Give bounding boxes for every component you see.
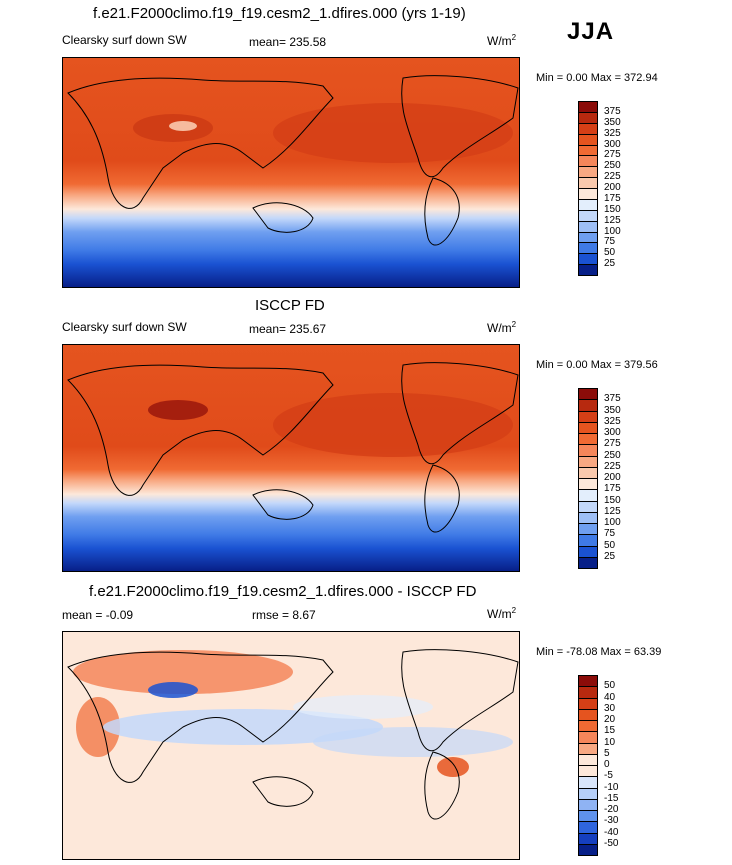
colorbar-swatch	[578, 264, 598, 276]
colorbar-tick-label: 125	[604, 214, 621, 226]
colorbar-tick-label: 150	[604, 203, 621, 215]
panel3-map	[62, 631, 520, 860]
colorbar-tick-label: -10	[604, 781, 619, 793]
colorbar-tick-label: 50	[604, 247, 616, 259]
colorbar-tick-label: 175	[604, 483, 621, 495]
colorbar-swatch	[578, 843, 598, 856]
panel3-title: f.e21.F2000climo.f19_f19.cesm2_1.dfires.…	[89, 583, 477, 600]
panel3-units: W/m2	[487, 606, 517, 621]
colorbar-tick-label: 25	[604, 550, 616, 562]
colorbar-tick-label: 250	[604, 160, 621, 172]
colorbar-tick-label: 275	[604, 149, 621, 161]
panel3-colorbar: 50 40 30 20 15 10 5 0 -5 -10 -15 -20 -30 -40 -50	[578, 675, 618, 856]
colorbar-tick-label: 150	[604, 494, 621, 506]
colorbar-tick-label: 100	[604, 517, 621, 528]
panel3-rmse-label: rmse = 8.67	[252, 608, 316, 622]
panel1-variable-label: Clearsky surf down SW	[62, 33, 187, 47]
colorbar-tick-label: 325	[604, 127, 621, 139]
colorbar-tick-label: 100	[604, 225, 621, 237]
panel2-variable-label: Clearsky surf down SW	[62, 320, 187, 334]
panel2-minmax: Min = 0.00 Max = 379.56	[536, 359, 658, 371]
panel3-coastlines	[67, 649, 519, 820]
colorbar-tick-label: 325	[604, 415, 621, 427]
colorbar-tick-label: 15	[604, 725, 616, 737]
panel3-minmax: Min = -78.08 Max = 63.39	[536, 646, 662, 658]
colorbar-tick-label: 75	[604, 236, 616, 248]
panel2-colorbar: 375 350 325 300 275 250 225 200 175 150 125 100 75 50…	[578, 388, 621, 569]
colorbar-tick-label: 10	[604, 736, 616, 748]
colorbar-tick-label: 300	[604, 427, 621, 438]
colorbar-tick-label: 200	[604, 182, 621, 193]
panel2-map	[62, 344, 520, 572]
colorbar-tick-label: 75	[604, 528, 616, 540]
colorbar-tick-label: -20	[604, 804, 619, 815]
colorbar-tick-label: 200	[604, 472, 621, 483]
colorbar-tick-label: 175	[604, 192, 621, 204]
panel3-mean-label: mean = -0.09	[62, 608, 134, 622]
colorbar-tick-label: 50	[604, 539, 616, 551]
panel2-coastlines	[67, 362, 519, 533]
panel2-map-svg	[63, 345, 519, 571]
panel1-map	[62, 57, 520, 288]
colorbar-tick-label: 350	[604, 116, 621, 128]
colorbar-tick-label: 375	[604, 105, 621, 117]
colorbar-tick-label: 40	[604, 691, 616, 703]
colorbar-tick-label: -50	[604, 837, 619, 849]
panel2-title: ISCCP FD	[255, 297, 325, 314]
colorbar-tick-label: 50	[604, 680, 616, 692]
colorbar-tick-label: 30	[604, 702, 616, 714]
panel1-colorbar: 375 350 325 300 275 250 225 200 175 150 125 100 75 50…	[578, 101, 621, 276]
colorbar-tick-label: -15	[604, 792, 619, 804]
colorbar-tick-label: 350	[604, 404, 621, 416]
panel1-units: W/m2	[487, 33, 517, 48]
panel1-minmax: Min = 0.00 Max = 372.94	[536, 72, 658, 84]
colorbar-tick-label: 20	[604, 714, 616, 725]
colorbar-tick-label: -5	[604, 770, 613, 782]
colorbar-tick-label: -30	[604, 815, 619, 827]
colorbar-swatch	[578, 556, 598, 569]
colorbar-tick-label: 5	[604, 747, 610, 759]
colorbar-tick-label: 25	[604, 258, 616, 270]
colorbar-tick-label: 125	[604, 505, 621, 517]
panel1-mean-label: mean= 235.58	[249, 35, 327, 49]
colorbar-tick-label: -40	[604, 826, 619, 838]
panel3-map-svg	[63, 632, 519, 859]
panel2-mean-label: mean= 235.67	[249, 322, 327, 336]
panel2-units: W/m2	[487, 320, 517, 335]
colorbar-tick-label: 275	[604, 438, 621, 450]
colorbar-tick-label: 250	[604, 449, 621, 461]
panel1-title: f.e21.F2000climo.f19_f19.cesm2_1.dfires.…	[93, 5, 466, 22]
panel1-coastlines	[67, 75, 519, 246]
colorbar-tick-label: 225	[604, 460, 621, 472]
colorbar-tick-label: 300	[604, 138, 621, 150]
colorbar-tick-label: 375	[604, 393, 621, 405]
colorbar-tick-label: 0	[604, 759, 610, 770]
colorbar-tick-label: 225	[604, 171, 621, 183]
season-label: JJA	[567, 18, 615, 45]
panel1-map-svg	[63, 58, 519, 287]
